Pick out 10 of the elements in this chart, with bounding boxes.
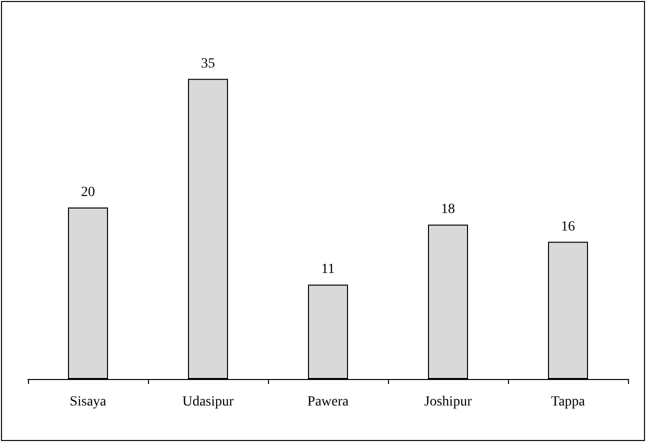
x-tick-label: Sisaya <box>70 394 108 410</box>
data-label: 16 <box>561 219 575 234</box>
data-label: 11 <box>321 262 335 278</box>
x-tick-label: Tappa <box>550 394 586 410</box>
x-tick-label: Udasipur <box>182 394 234 410</box>
data-label: 35 <box>201 56 215 72</box>
x-tick-label: Pawera <box>307 394 350 410</box>
x-tick-label: Joshipur <box>424 394 472 410</box>
data-label: 20 <box>81 185 95 200</box>
data-label: 18 <box>441 202 455 218</box>
